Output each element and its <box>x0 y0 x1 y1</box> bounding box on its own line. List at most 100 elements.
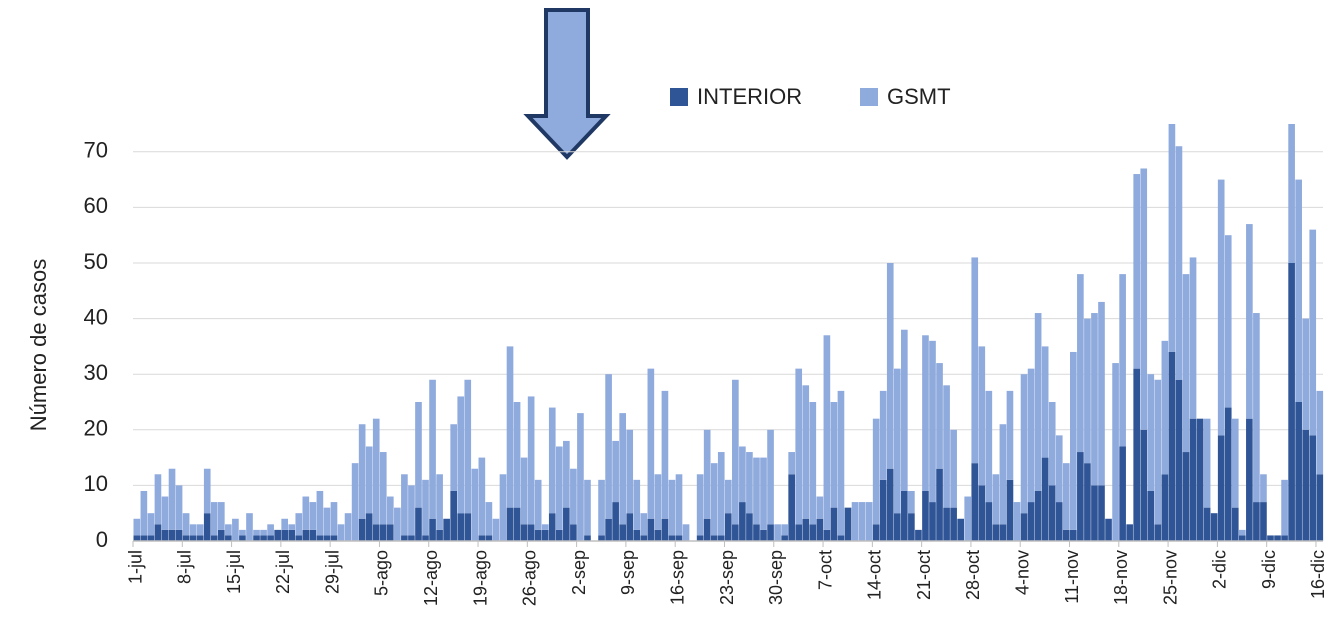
bar <box>654 474 662 530</box>
bar <box>908 513 915 541</box>
bar <box>872 524 880 541</box>
bar <box>239 535 246 541</box>
bar <box>1182 452 1190 541</box>
bar <box>985 390 993 503</box>
bar <box>492 518 500 541</box>
bar <box>795 368 803 525</box>
bar <box>436 529 443 541</box>
bar <box>901 329 908 491</box>
bar <box>175 529 183 541</box>
bar <box>436 474 443 530</box>
bar <box>724 479 732 514</box>
bar <box>154 524 162 541</box>
bar <box>274 529 281 541</box>
bar <box>1126 524 1133 541</box>
bar <box>457 513 465 541</box>
bar <box>767 524 774 541</box>
bar <box>886 263 894 469</box>
bar <box>344 513 352 541</box>
bar <box>992 474 1000 525</box>
bar <box>1302 429 1310 541</box>
bar <box>563 440 570 508</box>
bar <box>1182 274 1190 453</box>
y-tick-label: 50 <box>84 249 108 274</box>
bar <box>1020 513 1028 541</box>
bar <box>1295 179 1302 402</box>
bar <box>196 524 204 536</box>
x-tick-label: 16-sep <box>667 550 687 605</box>
bar <box>1175 379 1183 541</box>
bar <box>358 518 366 541</box>
bar <box>584 535 591 541</box>
bar <box>682 524 690 541</box>
bar <box>724 513 732 541</box>
bar <box>1070 529 1077 541</box>
bar <box>1091 313 1098 486</box>
bar <box>555 446 563 530</box>
bar <box>1154 524 1162 541</box>
bar <box>133 518 141 536</box>
bar <box>302 496 310 530</box>
bar <box>1027 368 1035 503</box>
bar <box>1260 502 1267 541</box>
bar <box>217 502 225 530</box>
bar <box>858 502 866 541</box>
bar <box>499 474 507 541</box>
bar <box>816 496 824 519</box>
bar <box>1119 274 1126 447</box>
bar <box>1217 435 1225 541</box>
bar <box>626 429 634 514</box>
legend-swatch <box>670 88 688 106</box>
x-tick-label: 9-dic <box>1259 550 1279 589</box>
bar <box>189 535 197 541</box>
bar <box>541 529 549 541</box>
x-tick-label: 16-dic <box>1308 550 1328 599</box>
bar <box>1316 390 1324 475</box>
x-tick-label: 18-nov <box>1111 550 1131 605</box>
bar <box>288 529 296 541</box>
bar <box>330 535 338 541</box>
bar <box>394 507 401 541</box>
bar <box>964 496 972 541</box>
bar <box>1034 490 1042 541</box>
bar <box>605 374 612 519</box>
bar <box>555 529 563 541</box>
bar <box>386 496 394 525</box>
bar <box>408 535 415 541</box>
x-tick-label: 22-jul <box>273 550 293 594</box>
bar <box>513 402 521 508</box>
bar <box>1253 502 1260 541</box>
bar <box>429 518 436 541</box>
bar <box>267 535 274 541</box>
bar <box>358 424 366 519</box>
bar <box>203 468 211 514</box>
bar <box>830 507 838 541</box>
x-tick-label: 1-jul <box>125 550 145 584</box>
bar <box>154 474 162 525</box>
bar <box>732 379 739 525</box>
bar <box>386 524 394 541</box>
bar <box>133 535 141 541</box>
bar <box>703 518 711 541</box>
bar <box>809 524 817 541</box>
bar <box>365 446 373 514</box>
bar <box>710 463 718 536</box>
x-tick-label: 2-sep <box>569 550 589 595</box>
bar <box>732 524 739 541</box>
bar <box>1048 485 1056 541</box>
bar <box>288 524 296 530</box>
bar <box>1098 301 1105 486</box>
bar <box>661 518 669 541</box>
bar <box>457 396 465 514</box>
bar <box>1239 529 1246 536</box>
bar <box>1246 224 1253 419</box>
bar <box>1105 518 1112 541</box>
bar <box>760 457 767 530</box>
x-tick-label: 2-dic <box>1210 550 1230 589</box>
bar <box>893 513 901 541</box>
y-tick-label: 70 <box>84 138 108 163</box>
bar <box>351 463 359 541</box>
bar <box>1161 340 1169 475</box>
bar <box>140 490 148 536</box>
bar <box>295 513 303 536</box>
